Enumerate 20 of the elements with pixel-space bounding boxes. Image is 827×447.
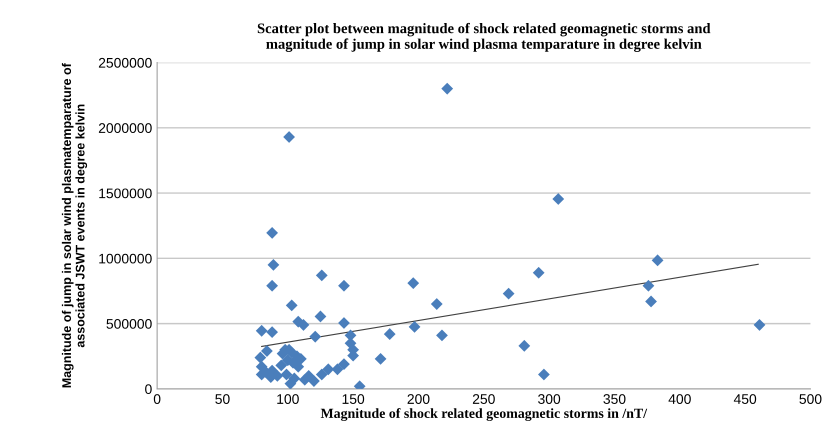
y-tick-label: 500000 [106,318,152,329]
chart-title: Scatter plot between magnitude of shock related geomagnetic storms and magnitude of jump in solar wind plasma temparature in degree kelvin [258,22,710,52]
x-tick-label: 450 [734,394,756,404]
x-tick-label: 200 [408,394,430,404]
x-tick-label: 100 [277,394,299,404]
y-tick-label: 1500000 [99,188,152,198]
x-tick-label: 0 [154,394,160,404]
y-tick-label: 2500000 [98,58,152,68]
x-tick-label: 350 [603,394,626,404]
x-tick-label: 250 [472,394,495,404]
y-axis-title: Magnitude of jump in solar wind plasmatemparature of associated JSWT events in degree kelvin [62,63,88,388]
x-tick-label: 150 [342,394,364,404]
x-tick-label: 300 [538,394,560,404]
x-tick-label: 400 [668,394,691,404]
x-tick-label: 500 [799,394,822,404]
y-tick-label: 2000000 [98,123,152,134]
y-tick-label: 1000000 [99,254,152,264]
x-axis-title: Magnitude of shock related geomagnetic storms in /nT/ [320,408,648,421]
y-tick-label: 0 [145,384,152,394]
x-tick-label: 50 [215,394,230,404]
